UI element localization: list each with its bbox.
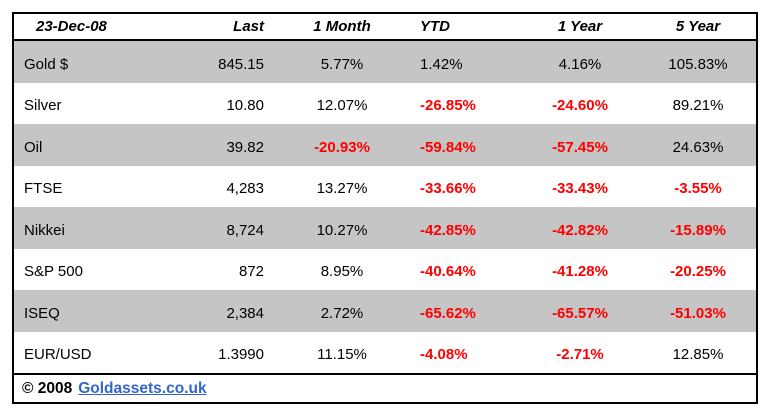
goldassets-link[interactable]: Goldassets.co.uk: [78, 379, 207, 397]
cell-last: 39.82: [226, 138, 264, 156]
table-footer: © 2008 Goldassets.co.uk: [14, 373, 756, 402]
row-label: ISEQ: [24, 304, 60, 322]
cell-5-year: -3.55%: [674, 180, 722, 198]
table-row-silver: Silver 10.80 12.07% -26.85% -24.60% 89.2…: [14, 82, 756, 124]
cell-1-year: -65.57%: [552, 304, 608, 322]
copyright-text: © 2008: [22, 379, 73, 397]
cell-1-year: -41.28%: [552, 263, 608, 281]
row-label: Gold $: [24, 55, 69, 73]
cell-1-month: -20.93%: [314, 138, 370, 156]
cell-last: 872: [238, 263, 264, 281]
cell-1-month: 12.07%: [316, 97, 368, 115]
cell-ytd: -59.84%: [420, 138, 476, 156]
cell-last: 4,283: [226, 180, 264, 198]
cell-1-month: 10.27%: [316, 221, 368, 239]
column-header-1-month: 1 Month: [313, 18, 371, 35]
cell-last: 2,384: [226, 304, 264, 322]
row-label: Silver: [24, 97, 62, 115]
cell-1-month: 13.27%: [316, 180, 368, 198]
cell-1-month: 8.95%: [320, 263, 364, 281]
cell-1-year: -24.60%: [552, 97, 608, 115]
cell-5-year: 105.83%: [668, 55, 728, 73]
cell-1-year: -2.71%: [556, 346, 604, 364]
cell-ytd: -26.85%: [420, 97, 476, 115]
cell-1-year: -33.43%: [552, 180, 608, 198]
cell-1-year: -57.45%: [552, 138, 608, 156]
cell-1-month: 5.77%: [320, 55, 364, 73]
column-header-ytd: YTD: [420, 18, 450, 35]
row-label: EUR/USD: [24, 346, 92, 364]
cell-1-year: -42.82%: [552, 221, 608, 239]
cell-last: 845.15: [218, 55, 264, 73]
cell-5-year: 24.63%: [672, 138, 724, 156]
row-label: Nikkei: [24, 221, 65, 239]
table-body: Gold $ 845.15 5.77% 1.42% 4.16% 105.83% …: [14, 41, 756, 373]
column-header-last: Last: [233, 18, 264, 35]
cell-5-year: -20.25%: [670, 263, 726, 281]
table-row-oil: Oil 39.82 -20.93% -59.84% -57.45% 24.63%: [14, 124, 756, 166]
table-row-ftse: FTSE 4,283 13.27% -33.66% -33.43% -3.55%: [14, 165, 756, 207]
cell-1-year: 4.16%: [558, 55, 602, 73]
row-label: FTSE: [24, 180, 63, 198]
cell-5-year: -15.89%: [670, 221, 726, 239]
cell-ytd: 1.42%: [420, 55, 463, 73]
row-label: Oil: [24, 138, 43, 156]
cell-last: 10.80: [226, 97, 264, 115]
cell-5-year: 12.85%: [672, 346, 724, 364]
table-row-eurusd: EUR/USD 1.3990 11.15% -4.08% -2.71% 12.8…: [14, 331, 756, 373]
column-header-1-year: 1 Year: [557, 18, 603, 35]
cell-ytd: -4.08%: [420, 346, 468, 364]
cell-1-month: 11.15%: [317, 346, 367, 364]
row-label: S&P 500: [24, 263, 83, 281]
cell-last: 8,724: [226, 221, 264, 239]
cell-5-year: -51.03%: [670, 304, 726, 322]
cell-5-year: 89.21%: [672, 97, 724, 115]
cell-ytd: -40.64%: [420, 263, 476, 281]
report-date: 23-Dec-08: [36, 18, 107, 35]
table-header-row: 23-Dec-08 Last 1 Month YTD 1 Year 5 Year: [14, 14, 756, 41]
table-row-nikkei: Nikkei 8,724 10.27% -42.85% -42.82% -15.…: [14, 207, 756, 249]
table-row-gold: Gold $ 845.15 5.77% 1.42% 4.16% 105.83%: [14, 41, 756, 83]
cell-ytd: -42.85%: [420, 221, 476, 239]
market-performance-table: 23-Dec-08 Last 1 Month YTD 1 Year 5 Year…: [12, 12, 758, 404]
table-row-iseq: ISEQ 2,384 2.72% -65.62% -65.57% -51.03%: [14, 290, 756, 332]
cell-1-month: 2.72%: [320, 304, 364, 322]
cell-ytd: -33.66%: [420, 180, 476, 198]
cell-last: 1.3990: [218, 346, 264, 364]
column-header-5-year: 5 Year: [675, 18, 721, 35]
table-row-sp500: S&P 500 872 8.95% -40.64% -41.28% -20.25…: [14, 248, 756, 290]
cell-ytd: -65.62%: [420, 304, 476, 322]
